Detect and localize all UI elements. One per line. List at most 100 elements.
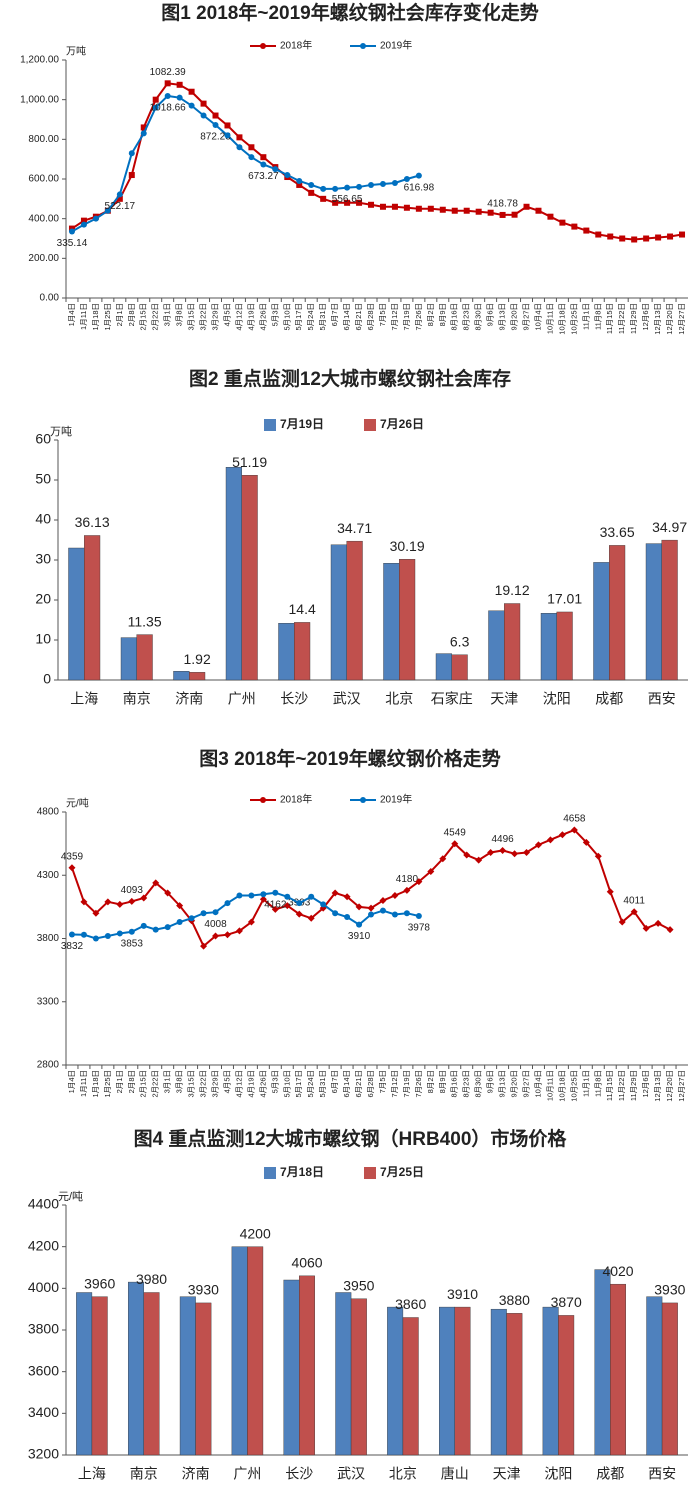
y-tick-label: 1,000.00 xyxy=(20,94,59,105)
x-tick-label: 6月28日 xyxy=(366,1070,375,1098)
point xyxy=(475,856,483,864)
x-tick-label: 石家庄 xyxy=(431,691,473,707)
data-label: 4200 xyxy=(240,1225,271,1241)
data-label: 4180 xyxy=(396,874,419,885)
point xyxy=(104,932,111,939)
point xyxy=(308,893,315,900)
point xyxy=(487,848,495,856)
point xyxy=(68,228,75,235)
y-tick-label: 1,200.00 xyxy=(20,55,59,66)
x-tick-label: 7月12日 xyxy=(390,303,399,331)
chart-title: 图4 重点监测12大城市螺纹钢（HRB400）市场价格 xyxy=(134,1127,568,1150)
point xyxy=(355,903,363,911)
x-tick-label: 8月9日 xyxy=(438,1070,447,1093)
point xyxy=(391,911,398,918)
bar xyxy=(435,653,452,681)
y-tick-label: 3600 xyxy=(28,1362,59,1378)
bar xyxy=(540,613,557,681)
x-tick-label: 12月6日 xyxy=(641,1070,650,1098)
point xyxy=(176,919,183,926)
x-tick-label: 3月1日 xyxy=(163,303,172,326)
bar xyxy=(76,1292,93,1456)
point xyxy=(535,207,542,214)
legend-marker xyxy=(260,797,266,803)
bar xyxy=(136,634,153,681)
point xyxy=(332,910,339,917)
y-tick-label: 0 xyxy=(43,671,51,687)
point xyxy=(379,203,386,210)
x-tick-label: 8月23日 xyxy=(462,1070,471,1098)
x-tick-label: 10月11日 xyxy=(545,303,554,334)
data-label: 4020 xyxy=(602,1263,633,1279)
data-label: 51.19 xyxy=(232,454,267,470)
point xyxy=(200,942,208,950)
point xyxy=(224,900,231,907)
point xyxy=(164,80,171,87)
point xyxy=(307,914,315,922)
x-tick-label: 上海 xyxy=(78,1466,106,1482)
data-label: 4496 xyxy=(491,834,514,845)
bar xyxy=(645,543,662,681)
data-label: 14.4 xyxy=(289,601,316,617)
y-tick-label: 20 xyxy=(35,591,51,607)
bar xyxy=(439,1306,455,1456)
point xyxy=(630,908,638,916)
bar xyxy=(283,1279,300,1456)
data-label: 4658 xyxy=(563,814,586,825)
x-tick-label: 武汉 xyxy=(337,1466,365,1482)
point xyxy=(379,897,387,905)
data-label: 11.35 xyxy=(128,613,162,629)
y-tick-label: 4400 xyxy=(28,1196,59,1212)
x-tick-label: 南京 xyxy=(123,691,151,707)
y-tick-label: 30 xyxy=(35,551,51,567)
point xyxy=(295,910,303,918)
x-tick-label: 8月2日 xyxy=(426,303,435,326)
point xyxy=(344,184,351,191)
point xyxy=(331,889,339,897)
x-tick-label: 5月3日 xyxy=(270,303,279,326)
point xyxy=(212,112,219,119)
point xyxy=(570,826,578,834)
point xyxy=(427,867,435,875)
point xyxy=(152,926,159,933)
data-label: 4162 xyxy=(264,899,287,910)
x-tick-label: 11月22日 xyxy=(617,1070,626,1101)
point xyxy=(571,223,578,230)
point xyxy=(308,181,315,188)
point xyxy=(618,918,626,926)
data-label: 3860 xyxy=(395,1296,426,1312)
data-label: 3980 xyxy=(136,1271,167,1287)
x-tick-label: 2月8日 xyxy=(127,303,136,326)
y-tick-label: 3800 xyxy=(37,933,60,944)
x-tick-label: 6月21日 xyxy=(354,303,363,331)
point xyxy=(546,836,554,844)
point xyxy=(104,207,111,214)
x-tick-label: 12月20日 xyxy=(665,1070,674,1102)
bar xyxy=(451,654,468,681)
point xyxy=(368,181,375,188)
point xyxy=(332,185,339,192)
y-tick-label: 3800 xyxy=(28,1321,59,1337)
point xyxy=(403,204,410,211)
point xyxy=(116,900,124,908)
data-label: 673.27 xyxy=(248,171,279,182)
point xyxy=(511,850,519,858)
y-tick-label: 800.00 xyxy=(28,134,59,145)
bar xyxy=(335,1292,352,1456)
x-tick-label: 2月1日 xyxy=(115,1070,124,1093)
x-tick-label: 4月19日 xyxy=(246,1070,255,1098)
point xyxy=(140,922,147,929)
legend-swatch xyxy=(264,419,276,431)
y-tick-label: 3400 xyxy=(28,1404,59,1420)
point xyxy=(367,904,375,912)
x-tick-label: 7月26日 xyxy=(414,1070,423,1098)
point xyxy=(451,207,458,214)
point xyxy=(415,172,422,179)
x-tick-label: 12月13日 xyxy=(653,303,662,335)
x-tick-label: 1月4日 xyxy=(67,1070,76,1093)
point xyxy=(559,219,566,226)
x-tick-label: 12月6日 xyxy=(641,303,650,331)
data-label: 4549 xyxy=(444,827,467,838)
point xyxy=(92,215,99,222)
